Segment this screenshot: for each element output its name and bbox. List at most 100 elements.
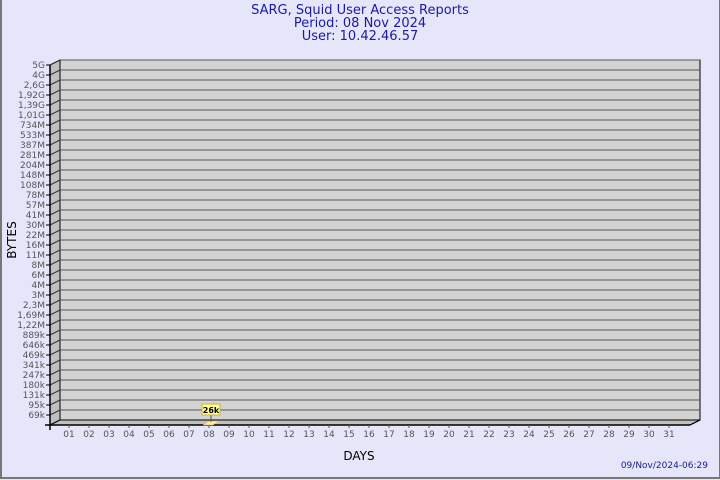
y-gridline-side (49, 269, 61, 276)
x-tick-label: 06 (163, 430, 175, 440)
y-gridline-side (49, 89, 61, 96)
y-tick-label: 2,3M (23, 301, 45, 311)
y-tick-label: 469k (23, 351, 46, 361)
x-tick-label: 17 (383, 430, 394, 440)
y-tick-label: 646k (23, 341, 46, 351)
x-tick-label: 03 (103, 430, 114, 440)
y-axis-title: BYTES (5, 221, 19, 258)
y-tick-label: 341k (23, 361, 46, 371)
x-tick-label: 08 (203, 430, 215, 440)
x-tick-label: 19 (423, 430, 435, 440)
y-tick-label: 1,39G (18, 101, 45, 111)
chart-title: SARG, Squid User Access Reports (251, 3, 469, 18)
y-gridline-side (49, 349, 61, 356)
y-tick-label: 1,69M (17, 311, 45, 321)
y-tick-label: 8M (32, 261, 46, 271)
y-tick-label: 204M (20, 161, 45, 171)
y-tick-label: 1,92G (18, 91, 45, 101)
y-gridline-side (49, 239, 61, 246)
y-tick-label: 387M (20, 141, 45, 151)
y-tick-label: 2,6G (24, 81, 45, 91)
y-tick-label: 95k (28, 401, 45, 411)
y-gridline-side (49, 299, 61, 306)
y-gridline-side (49, 369, 61, 376)
y-tick-label: 889k (23, 331, 46, 341)
x-tick-label: 26 (563, 430, 575, 440)
y-tick-label: 57M (26, 201, 45, 211)
y-gridline-side (49, 179, 61, 186)
x-tick-label: 15 (343, 430, 354, 440)
y-gridline-side (49, 279, 61, 286)
y-gridline-side (49, 249, 61, 256)
y-gridline-side (49, 389, 61, 396)
y-gridline-side (49, 309, 61, 316)
y-gridline-side (49, 99, 61, 106)
y-tick-label: 5G (32, 61, 45, 71)
y-gridline-side (49, 359, 61, 366)
y-tick-label: 6M (32, 271, 46, 281)
x-tick-label: 25 (543, 430, 554, 440)
y-tick-label: 41M (26, 211, 45, 221)
x-tick-label: 09 (223, 430, 235, 440)
bar-day-08 (202, 420, 220, 426)
x-tick-label: 28 (603, 430, 615, 440)
x-tick-label: 31 (663, 430, 674, 440)
y-tick-label: 533M (20, 131, 45, 141)
y-tick-label: 108M (20, 181, 45, 191)
x-tick-label: 10 (243, 430, 255, 440)
y-tick-label: 281M (20, 151, 45, 161)
y-tick-label: 180k (23, 381, 46, 391)
x-tick-label: 13 (303, 430, 314, 440)
y-gridline-side (49, 139, 61, 146)
y-gridline-side (49, 409, 61, 416)
chart-user: User: 10.42.46.57 (301, 29, 419, 44)
y-tick-label: 148M (20, 171, 45, 181)
x-tick-label: 14 (323, 430, 335, 440)
data-label: 26k (203, 406, 220, 415)
y-gridline-side (49, 209, 61, 216)
y-tick-label: 3M (32, 291, 46, 301)
y-gridline-side (49, 229, 61, 236)
y-gridline-side (49, 329, 61, 336)
x-tick-label: 05 (143, 430, 154, 440)
y-gridline-side (49, 149, 61, 156)
y-tick-label: 4M (32, 281, 46, 291)
y-gridline-side (49, 69, 61, 76)
y-gridline-side (49, 79, 61, 86)
y-gridline-side (49, 289, 61, 296)
y-gridline-side (49, 219, 61, 226)
y-tick-label: 78M (26, 191, 45, 201)
x-axis-title: DAYS (343, 449, 374, 463)
y-gridline-side (49, 189, 61, 196)
x-tick-label: 29 (623, 430, 635, 440)
chart-period: Period: 08 Nov 2024 (293, 16, 427, 31)
y-tick-label: 30M (26, 221, 45, 231)
x-tick-label: 07 (183, 430, 194, 440)
y-gridline-side (49, 169, 61, 176)
y-gridline-side (49, 109, 61, 116)
x-tick-label: 23 (503, 430, 514, 440)
x-tick-label: 22 (483, 430, 494, 440)
x-tick-label: 04 (123, 430, 135, 440)
y-tick-label: 16M (26, 241, 45, 251)
x-tick-label: 30 (643, 430, 655, 440)
x-tick-label: 20 (443, 430, 455, 440)
y-tick-label: 131k (23, 391, 46, 401)
y-gridline-side (49, 399, 61, 406)
y-tick-label: 1,01G (18, 111, 45, 121)
x-tick-label: 21 (463, 430, 474, 440)
x-tick-label: 11 (263, 430, 274, 440)
x-tick-label: 02 (83, 430, 94, 440)
y-tick-label: 22M (26, 231, 45, 241)
y-tick-label: 69k (28, 411, 45, 421)
data-label-box (201, 403, 221, 416)
y-gridline-side (49, 159, 61, 166)
x-tick-label: 01 (63, 430, 74, 440)
x-tick-label: 24 (523, 430, 535, 440)
y-gridline-side (49, 129, 61, 136)
x-tick-label: 18 (403, 430, 415, 440)
y-gridline-side (49, 119, 61, 126)
y-gridline-side (49, 199, 61, 206)
y-gridline-side (49, 339, 61, 346)
